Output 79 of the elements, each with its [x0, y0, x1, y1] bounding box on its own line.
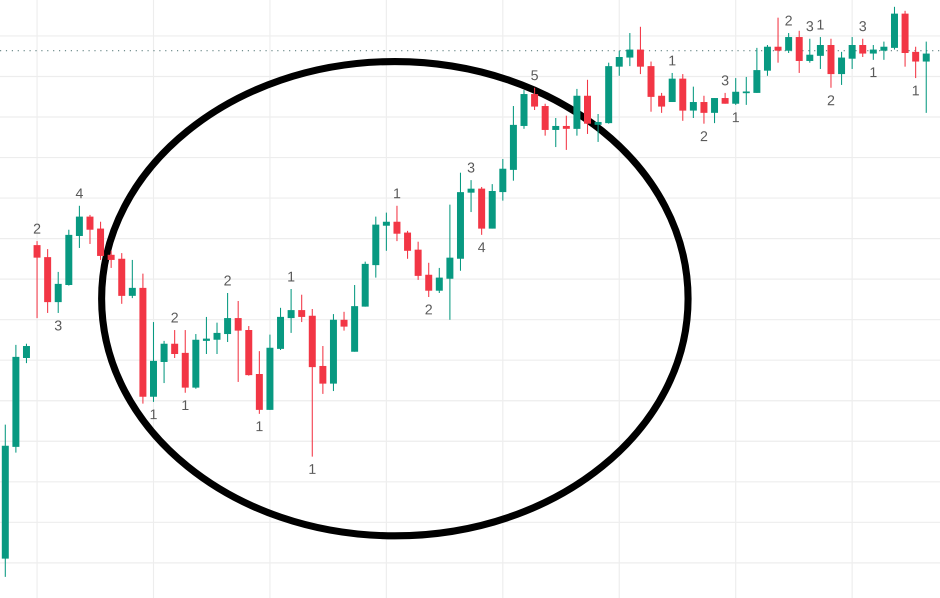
text: 1: [394, 188, 400, 198]
text: 1: [256, 421, 263, 432]
candlestick: [404, 230, 412, 260]
candlestick: [436, 267, 443, 294]
candlestick: [816, 36, 824, 70]
text: 1: [912, 86, 919, 96]
text: 1: [309, 464, 316, 474]
text: 1: [288, 272, 294, 282]
text: 3: [468, 162, 474, 173]
text: 1: [732, 112, 739, 122]
candlestick: [658, 92, 666, 114]
candlestick: [234, 300, 242, 382]
candlestick: [594, 113, 602, 142]
candlestick: [76, 205, 83, 248]
candlestick: [171, 330, 178, 359]
candlestick: [382, 212, 390, 252]
candlestick: [160, 340, 168, 384]
text: 3: [806, 21, 814, 32]
candlestick: [202, 316, 210, 355]
candlestick: [86, 214, 94, 244]
text: 2: [700, 131, 708, 142]
text: 4: [76, 188, 83, 198]
candlestick: [690, 86, 697, 119]
text: 5: [531, 70, 538, 80]
candlestick: [774, 17, 782, 64]
candlestick: [34, 240, 41, 319]
candlestick: [616, 50, 623, 76]
candlestick: [425, 262, 432, 298]
candlestick: [753, 47, 760, 94]
candlestick: [848, 36, 856, 70]
candlestick: [319, 345, 326, 394]
text: 2: [425, 304, 432, 314]
text: 2: [828, 95, 834, 106]
candlestick: [562, 115, 570, 150]
candlestick: [468, 180, 475, 213]
text: 1: [669, 56, 676, 66]
candlestick: [128, 259, 136, 299]
text: 2: [171, 312, 178, 322]
candlestick: [446, 204, 454, 320]
candlestick: [636, 26, 644, 75]
text: 1: [182, 400, 188, 410]
candlestick: [838, 51, 846, 86]
candlestick: [922, 41, 930, 114]
text: 2: [785, 16, 792, 26]
candlestick: [288, 288, 295, 334]
candlestick: [108, 250, 115, 268]
text: 1: [818, 20, 824, 30]
candlestick: [224, 292, 232, 343]
candlestick: [806, 38, 814, 64]
candlestick: [785, 32, 792, 54]
candlestick: [499, 158, 506, 202]
text: 4: [478, 242, 486, 252]
candlestick: [859, 38, 866, 58]
text: 1: [150, 409, 157, 420]
candlestick: [870, 44, 877, 60]
candlestick: [626, 32, 634, 67]
text: 2: [34, 224, 40, 234]
candlestick: [531, 87, 538, 111]
candlestick: [796, 30, 803, 74]
text: 1: [870, 67, 877, 78]
candlestick: [552, 117, 560, 148]
text: 3: [722, 75, 728, 86]
candlestick: [912, 46, 920, 79]
candlestick: [214, 322, 220, 355]
text: 3: [54, 320, 62, 331]
text: 2: [224, 276, 231, 286]
candlestick: [668, 72, 676, 103]
candlestick: [340, 311, 348, 332]
candlestick: [700, 95, 708, 124]
candlestick: [298, 294, 306, 323]
candlestick: [711, 98, 718, 124]
candlestick: [880, 41, 888, 60]
text: 3: [859, 21, 866, 32]
candlestick: [54, 271, 62, 314]
candlestick: [764, 44, 771, 76]
candlestick: [22, 343, 30, 364]
candlestick: [393, 205, 400, 242]
candlestick: [732, 78, 740, 106]
candlestick: [542, 103, 549, 136]
